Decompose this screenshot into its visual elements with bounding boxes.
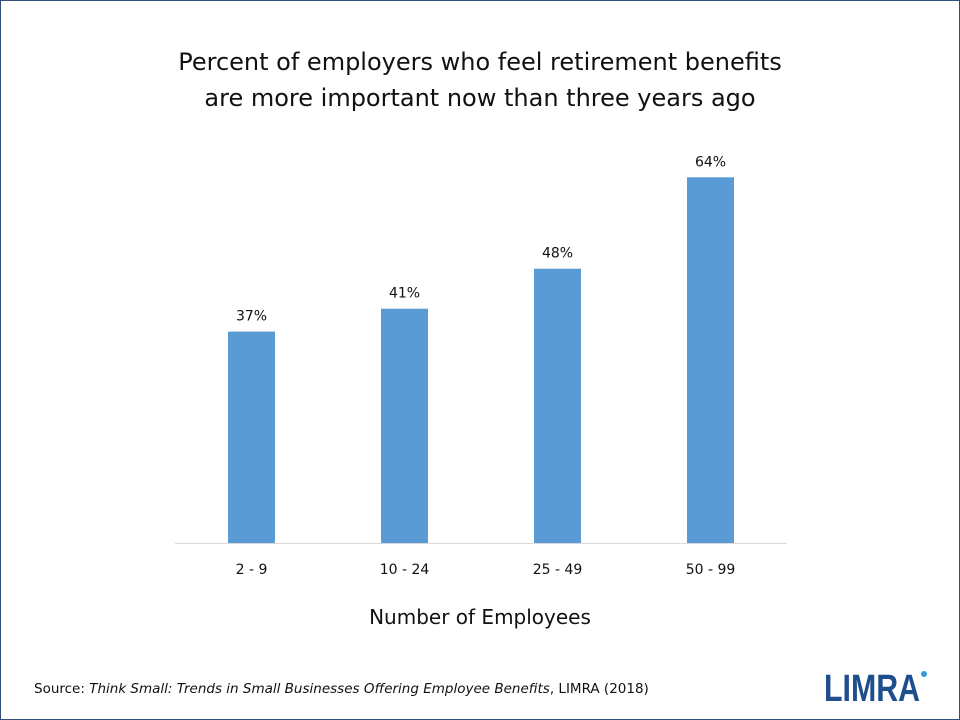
source-suffix: , LIMRA (2018) [549, 681, 649, 697]
bars-group: 37% 41% 48% 64% [228, 154, 734, 544]
limra-logo-text: LIMRA [824, 668, 920, 706]
x-tick-label: 25 - 49 [533, 562, 583, 578]
data-label: 37% [236, 309, 267, 325]
chart-title-line-1: Percent of employers who feel retirement… [178, 48, 782, 76]
limra-logo: LIMRA [824, 668, 927, 706]
data-label: 64% [695, 154, 726, 170]
source-title: Think Small: Trends in Small Businesses … [89, 681, 550, 697]
chart-title: Percent of employers who feel retirement… [0, 44, 960, 116]
x-tick-label: 10 - 24 [380, 562, 430, 578]
data-label: 41% [389, 286, 420, 302]
source-prefix: Source: [34, 681, 90, 697]
bar-10-24 [381, 308, 428, 543]
bar-25-49 [534, 268, 581, 543]
data-label: 48% [542, 246, 573, 262]
x-tick-label: 2 - 9 [236, 562, 268, 578]
x-tick-labels: 2 - 9 10 - 24 25 - 49 50 - 99 [236, 562, 736, 578]
bar-2-9 [228, 331, 275, 543]
bar-50-99 [687, 177, 734, 544]
source-note: Source: Think Small: Trends in Small Bus… [34, 681, 649, 697]
limra-logo-accent [921, 671, 927, 677]
x-tick-label: 50 - 99 [686, 562, 736, 578]
x-axis-label: Number of Employees [369, 605, 591, 629]
chart-title-line-2: are more important now than three years … [204, 84, 756, 112]
